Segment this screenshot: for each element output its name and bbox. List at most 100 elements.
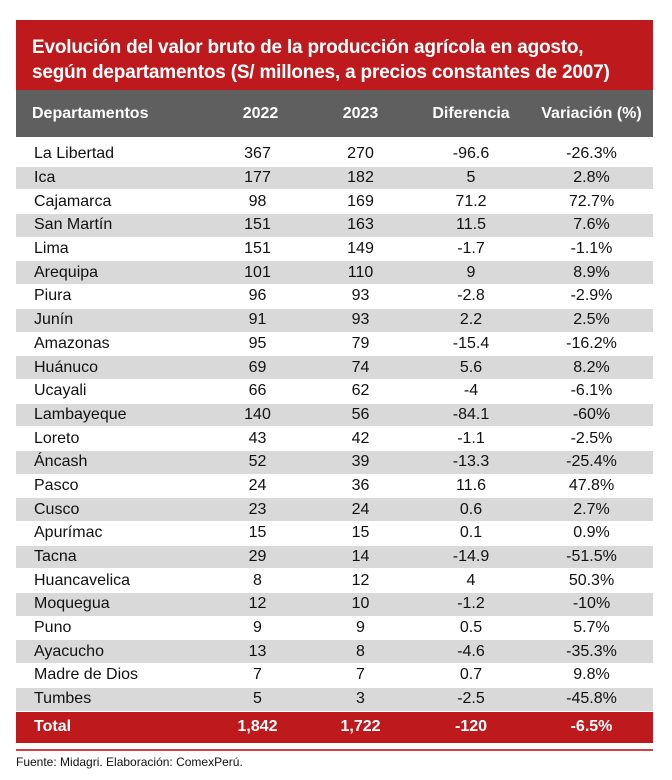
column-header-variacion: Variación (%)	[541, 104, 642, 122]
cell-valor-2023: 74	[351, 358, 370, 376]
table-row: Piura 96 93 -2.8 -2.9%	[16, 285, 653, 309]
cell-diferencia: -13.3	[452, 453, 490, 471]
table-row: Cajamarca 98 169 71.2 72.7%	[16, 190, 653, 215]
cell-valor-2022: 91	[248, 311, 267, 329]
cell-variacion: 2.7%	[573, 500, 610, 518]
cell-valor-2023: 12	[351, 571, 370, 589]
column-header-departamentos: Departamentos	[32, 104, 149, 122]
cell-valor-2023: 8	[356, 642, 365, 660]
cell-diferencia: 0.5	[459, 619, 483, 637]
cell-departamento: La Libertad	[34, 145, 115, 163]
cell-departamento: Cusco	[34, 500, 80, 518]
cell-departamento: Tacna	[34, 548, 77, 566]
table-row: San Martín 151 163 11.5 7.6%	[16, 214, 653, 238]
cell-valor-2022: 13	[248, 642, 267, 660]
cell-valor-2022: 9	[253, 619, 262, 637]
cell-variacion: 50.3%	[568, 571, 615, 589]
cell-valor-2023: 42	[351, 429, 370, 447]
table-title-line-2: según departamentos (S/ millones, a prec…	[32, 62, 610, 83]
table-row: La Libertad 367 270 -96.6 -26.3%	[16, 143, 653, 167]
cell-valor-2023: 110	[347, 263, 374, 281]
cell-valor-2023: 9	[356, 619, 365, 637]
cell-departamento: Madre de Dios	[34, 666, 139, 684]
cell-diferencia: -2.5	[457, 690, 485, 708]
total-row: Total 1,842 1,722 -120 -6.5%	[16, 711, 653, 743]
cell-diferencia: 0.7	[459, 666, 483, 684]
column-header-2022: 2022	[242, 104, 279, 122]
cell-diferencia: -1.2	[457, 595, 485, 613]
table-row: Apurímac 15 15 0.1 0.9%	[16, 522, 653, 546]
cell-valor-2023: 24	[351, 500, 370, 518]
cell-variacion: -10%	[572, 595, 611, 613]
source-note: Fuente: Midagri. Elaboración: ComexPerú.	[16, 755, 243, 769]
table-row: Cusco 23 24 0.6 2.7%	[16, 498, 653, 522]
cell-variacion: 2.5%	[573, 311, 610, 329]
bottom-divider	[16, 748, 653, 751]
cell-valor-2022: 367	[244, 145, 271, 163]
cell-diferencia: 0.6	[459, 500, 483, 518]
cell-valor-2023: 10	[351, 595, 370, 613]
cell-valor-2022: 29	[248, 548, 267, 566]
cell-departamento: Ayacucho	[34, 642, 104, 660]
cell-variacion: -35.3%	[566, 642, 617, 660]
cell-departamento: San Martín	[34, 216, 113, 234]
table-row: Tumbes 5 3 -2.5 -45.8%	[16, 687, 653, 712]
cell-departamento: Ucayali	[34, 382, 87, 400]
table-row: Huánuco 69 74 5.6 8.2%	[16, 356, 653, 380]
table-header: Departamentos 2022 2023 Diferencia Varia…	[16, 90, 653, 137]
cell-valor-2022: 7	[253, 666, 262, 684]
cell-departamento: Cajamarca	[34, 192, 112, 210]
cell-departamento: Lima	[34, 240, 69, 258]
cell-valor-2022: 98	[248, 192, 267, 210]
cell-diferencia: 2.2	[459, 311, 483, 329]
cell-valor-2023: 169	[347, 192, 374, 210]
cell-diferencia: -14.9	[452, 548, 490, 566]
cell-valor-2023: 270	[347, 145, 374, 163]
cell-diferencia: 11.5	[456, 216, 486, 234]
cell-departamento: Moquegua	[34, 595, 110, 613]
cell-variacion: -1.1%	[570, 240, 613, 258]
cell-valor-2022: 177	[244, 169, 271, 187]
cell-departamento: Amazonas	[34, 334, 110, 352]
cell-valor-2023: 3	[356, 690, 365, 708]
table-body: La Libertad 367 270 -96.6 -26.3% Ica 177 182 5 2.…	[16, 143, 653, 712]
cell-departamento: Huancavelica	[34, 571, 131, 589]
cell-diferencia: -15.4	[452, 334, 490, 352]
table-row: Pasco 24 36 11.6 47.8%	[16, 475, 653, 499]
cell-departamento: Áncash	[34, 453, 88, 471]
cell-variacion: -2.5%	[570, 429, 613, 447]
table-row: Moquegua 12 10 -1.2 -10%	[16, 593, 653, 617]
cell-departamento: Huánuco	[34, 358, 99, 376]
cell-valor-2022: 95	[248, 334, 267, 352]
cell-diferencia: 9	[466, 263, 476, 281]
cell-valor-2023: 79	[351, 334, 370, 352]
cell-diferencia: -84.1	[452, 405, 490, 423]
column-header-diferencia: Diferencia	[432, 104, 510, 122]
cell-diferencia: -96.6	[452, 145, 490, 163]
table-row: Ayacucho 13 8 -4.6 -35.3%	[16, 640, 653, 665]
table-row: Tacna 29 14 -14.9 -51.5%	[16, 545, 653, 570]
cell-variacion: -45.8%	[566, 690, 617, 708]
cell-valor-2022: 23	[248, 500, 267, 518]
cell-valor-2023: 56	[351, 405, 370, 423]
table-row: Arequipa 101 110 9 8.9%	[16, 261, 653, 286]
table-row: Ica 177 182 5 2.8%	[16, 166, 653, 191]
cell-valor-2022: 52	[248, 453, 267, 471]
cell-valor-2023: 14	[351, 548, 370, 566]
cell-variacion: 7.6%	[573, 216, 610, 234]
cell-diferencia: 4	[466, 571, 476, 589]
table-row: Madre de Dios 7 7 0.7 9.8%	[16, 664, 653, 688]
cell-variacion: 0.9%	[573, 524, 610, 542]
table-title: Evolución del valor bruto de la producci…	[16, 20, 653, 90]
cell-variacion: 72.7%	[568, 192, 615, 210]
cell-diferencia: -2.8	[457, 287, 485, 305]
cell-valor-2022: 15	[248, 524, 267, 542]
cell-departamento: Loreto	[34, 429, 80, 447]
cell-valor-2022: 151	[244, 240, 271, 258]
total-2023: 1,722	[340, 718, 381, 735]
cell-valor-2023: 39	[351, 453, 370, 471]
table-row: Ucayali 66 62 -4 -6.1%	[16, 380, 653, 404]
total-diferencia: -120	[454, 718, 488, 735]
cell-diferencia: -1.1	[457, 429, 485, 447]
cell-valor-2022: 96	[248, 287, 267, 305]
